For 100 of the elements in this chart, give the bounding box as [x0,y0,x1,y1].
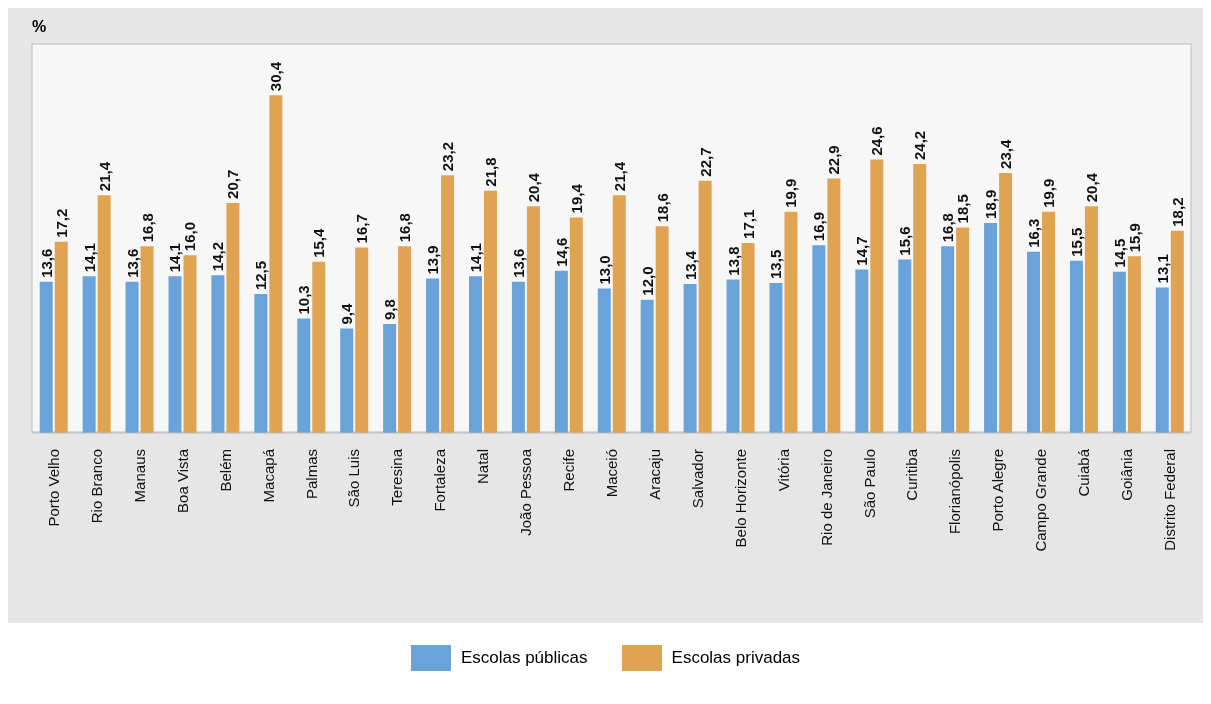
x-tick-label: Rio de Janeiro [817,449,835,546]
data-label: 16,9 [810,211,828,242]
data-label: 13,0 [595,255,613,285]
data-label: 16,0 [181,221,199,252]
bar [941,246,955,433]
data-label: 21,4 [95,161,113,192]
data-label: 21,4 [610,161,628,192]
x-tick-label: Campo Grande [1032,449,1050,552]
bar [511,281,525,433]
x-tick-label: Porto Alegre [989,449,1007,532]
bar [956,227,970,433]
data-label: 12,5 [252,260,270,291]
bar [125,281,139,433]
data-label: 13,4 [681,250,699,281]
data-label: 16,8 [396,213,414,243]
data-label: 24,6 [868,126,886,156]
data-label: 20,7 [224,169,242,199]
bar [870,159,884,433]
bar [612,195,626,433]
x-tick-label: Palmas [302,449,320,500]
bar [426,278,440,433]
x-tick-label: Natal [474,449,492,485]
bar [741,242,755,433]
x-tick-label: Teresina [388,448,406,506]
x-tick-label: Fortaleza [431,448,449,512]
data-label: 22,7 [696,147,714,177]
bar [1112,271,1126,433]
bar [1069,260,1083,433]
bar [54,241,68,433]
data-label: 14,6 [552,237,570,267]
bar [398,246,412,433]
data-label: 15,5 [1067,227,1085,257]
data-label: 16,7 [353,214,371,244]
data-label: 9,8 [381,299,399,321]
data-label: 14,2 [209,241,227,272]
bar [1042,211,1056,433]
data-label: 16,8 [939,213,957,243]
legend-label: Escolas públicas [460,648,588,668]
bar [355,247,369,433]
data-label: 16,3 [1025,218,1043,248]
bar [140,246,154,433]
bar [1127,256,1141,433]
bar [340,328,354,433]
bar [812,245,826,433]
bar [312,261,326,433]
bar [855,269,869,433]
bar [226,202,240,433]
bar [640,299,654,433]
data-label: 13,6 [37,248,55,278]
data-label: 14,1 [80,243,98,273]
x-tick-label: Manaus [130,449,148,503]
data-label: 22,9 [825,145,843,175]
data-label: 23,2 [439,141,457,172]
data-label: 12,0 [638,266,656,296]
bar [483,190,497,433]
bar [569,217,583,433]
data-label: 30,4 [267,61,285,92]
bar [1027,251,1041,433]
bar [698,180,712,433]
data-label: 20,4 [524,172,542,203]
bar [1170,230,1184,433]
data-label: 13,6 [123,248,141,278]
x-tick-label: Vitória [774,448,792,492]
bar [39,281,53,433]
data-label: 16,8 [138,213,156,243]
data-label: 17,2 [52,208,70,238]
data-label: 9,4 [338,303,356,325]
x-tick-label: Porto Velho [44,449,62,527]
bar [526,206,540,433]
bar [1155,287,1169,433]
data-label: 15,6 [896,226,914,256]
data-label: 17,1 [739,209,757,239]
bar [827,178,841,433]
bar [297,318,311,433]
data-label: 13,6 [509,248,527,278]
x-tick-label: Salvador [688,449,706,509]
x-tick-label: Maceió [603,449,620,498]
bar [383,324,397,433]
bar [898,259,912,433]
x-tick-label: Florianópolis [946,449,964,535]
bar [183,255,197,433]
data-label: 14,5 [1110,238,1128,268]
data-label: 13,5 [767,249,785,279]
data-label: 20,4 [1082,172,1100,203]
data-label: 13,1 [1153,254,1171,284]
bar [913,164,927,433]
bar [999,172,1013,433]
legend-label: Escolas privadas [671,648,801,668]
x-tick-label: João Pessoa [517,448,535,536]
bar [726,279,740,433]
x-tick-label: Belo Horizonte [731,449,749,548]
y-axis-title: % [32,18,47,36]
x-tick-label: Rio Branco [87,449,105,524]
data-label: 18,2 [1168,197,1186,227]
data-label: 10,3 [295,285,313,315]
x-tick-label: Curitiba [903,448,921,501]
data-label: 13,9 [424,245,442,275]
x-tick-label: Cuiabá [1075,448,1093,497]
x-tick-label: São Paulo [860,449,878,519]
x-tick-label: Macapá [259,448,277,503]
